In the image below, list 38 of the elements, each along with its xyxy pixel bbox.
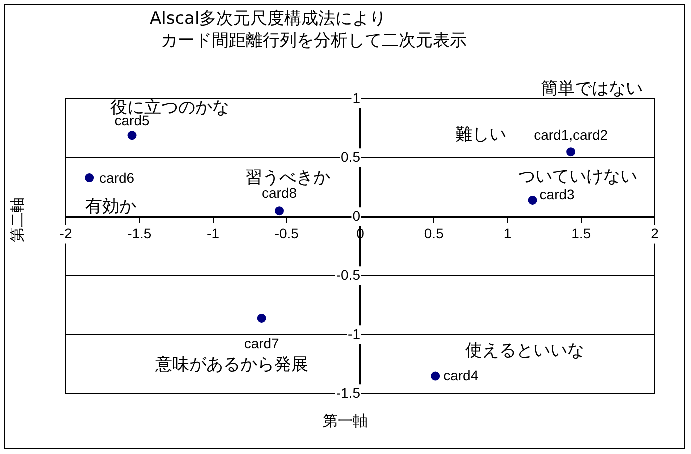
annotation: card4 bbox=[444, 367, 479, 384]
y-axis-title: 第二軸 bbox=[8, 198, 28, 242]
chart-subtitle: カード間距離行列を分析して二次元表示 bbox=[160, 31, 467, 51]
annotation: 使えるといいな bbox=[466, 341, 584, 361]
point bbox=[431, 372, 440, 381]
chart-title: Alscal多次元尺度構成法により bbox=[150, 9, 387, 29]
annotation: 習うべきか bbox=[246, 168, 330, 188]
point bbox=[257, 314, 266, 323]
annotation: card7 bbox=[244, 335, 280, 352]
annotation: 意味があるから発展 bbox=[154, 355, 308, 375]
y-tick-label: -1 bbox=[348, 326, 361, 342]
annotation: 難しい bbox=[456, 125, 506, 145]
y-tick-label: 1 bbox=[352, 90, 361, 106]
y-tick-label: 0.5 bbox=[341, 148, 361, 165]
annotation: 簡単ではない bbox=[541, 79, 643, 99]
x-tick-label: -1.5 bbox=[128, 225, 152, 242]
annotation: card8 bbox=[262, 185, 298, 202]
annotation: ついていけない bbox=[518, 167, 638, 187]
x-tick-label: -2 bbox=[60, 225, 72, 242]
point bbox=[275, 206, 284, 216]
x-tick-label: 2 bbox=[651, 225, 660, 242]
annotation: 有効か bbox=[86, 197, 136, 217]
x-tick-label: 0.5 bbox=[424, 225, 444, 242]
annotation: card1,card2 bbox=[534, 127, 608, 144]
x-tick-label: -0.5 bbox=[274, 225, 300, 242]
y-tick-label: -0.5 bbox=[336, 266, 361, 283]
point bbox=[128, 131, 137, 140]
point bbox=[85, 174, 94, 183]
point bbox=[566, 148, 576, 157]
x-tick-label: -1 bbox=[207, 225, 220, 242]
annotation: card3 bbox=[540, 186, 576, 202]
x-tick-label: 1.5 bbox=[572, 225, 592, 242]
annotation: card6 bbox=[100, 170, 135, 186]
y-tick-label: -1.5 bbox=[336, 384, 361, 401]
x-axis-title: 第一軸 bbox=[322, 412, 369, 431]
x-tick-label: 1 bbox=[504, 225, 512, 242]
point bbox=[528, 196, 538, 205]
y-tick-label: 0 bbox=[352, 208, 361, 224]
